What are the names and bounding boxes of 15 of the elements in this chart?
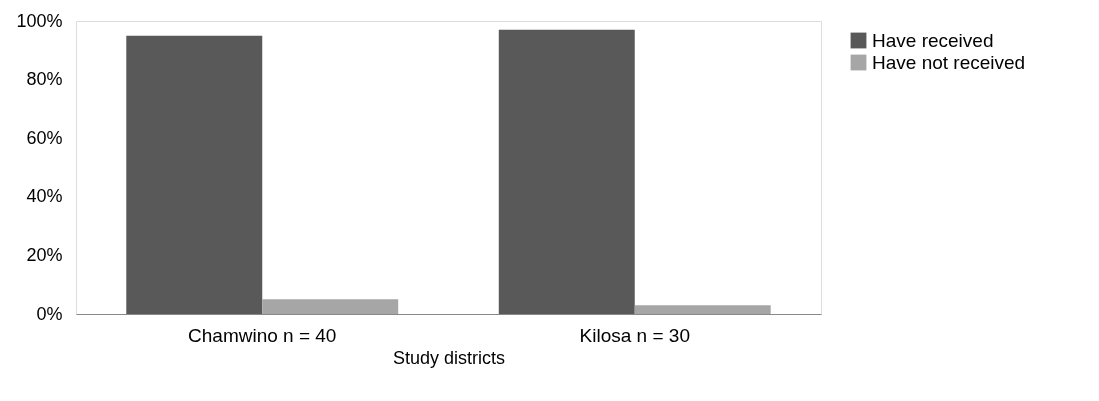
- y-tick-label: 0%: [36, 303, 63, 324]
- y-tick-label: 20%: [26, 244, 63, 265]
- bar: [498, 29, 635, 314]
- bar: [634, 305, 771, 314]
- bar: [262, 299, 399, 314]
- y-tick-label: 40%: [26, 186, 63, 207]
- x-axis-title: Study districts: [392, 347, 506, 368]
- legend-label: Have not received: [872, 51, 1026, 73]
- y-tick-label: 100%: [16, 10, 63, 31]
- x-tick-label: Chamwino n = 40: [188, 324, 337, 346]
- x-tick-label: Kilosa n = 30: [579, 324, 690, 346]
- legend-label: Have received: [872, 29, 994, 51]
- bar: [126, 35, 263, 314]
- y-tick-label: 80%: [26, 69, 63, 90]
- y-tick-label: 60%: [26, 127, 63, 148]
